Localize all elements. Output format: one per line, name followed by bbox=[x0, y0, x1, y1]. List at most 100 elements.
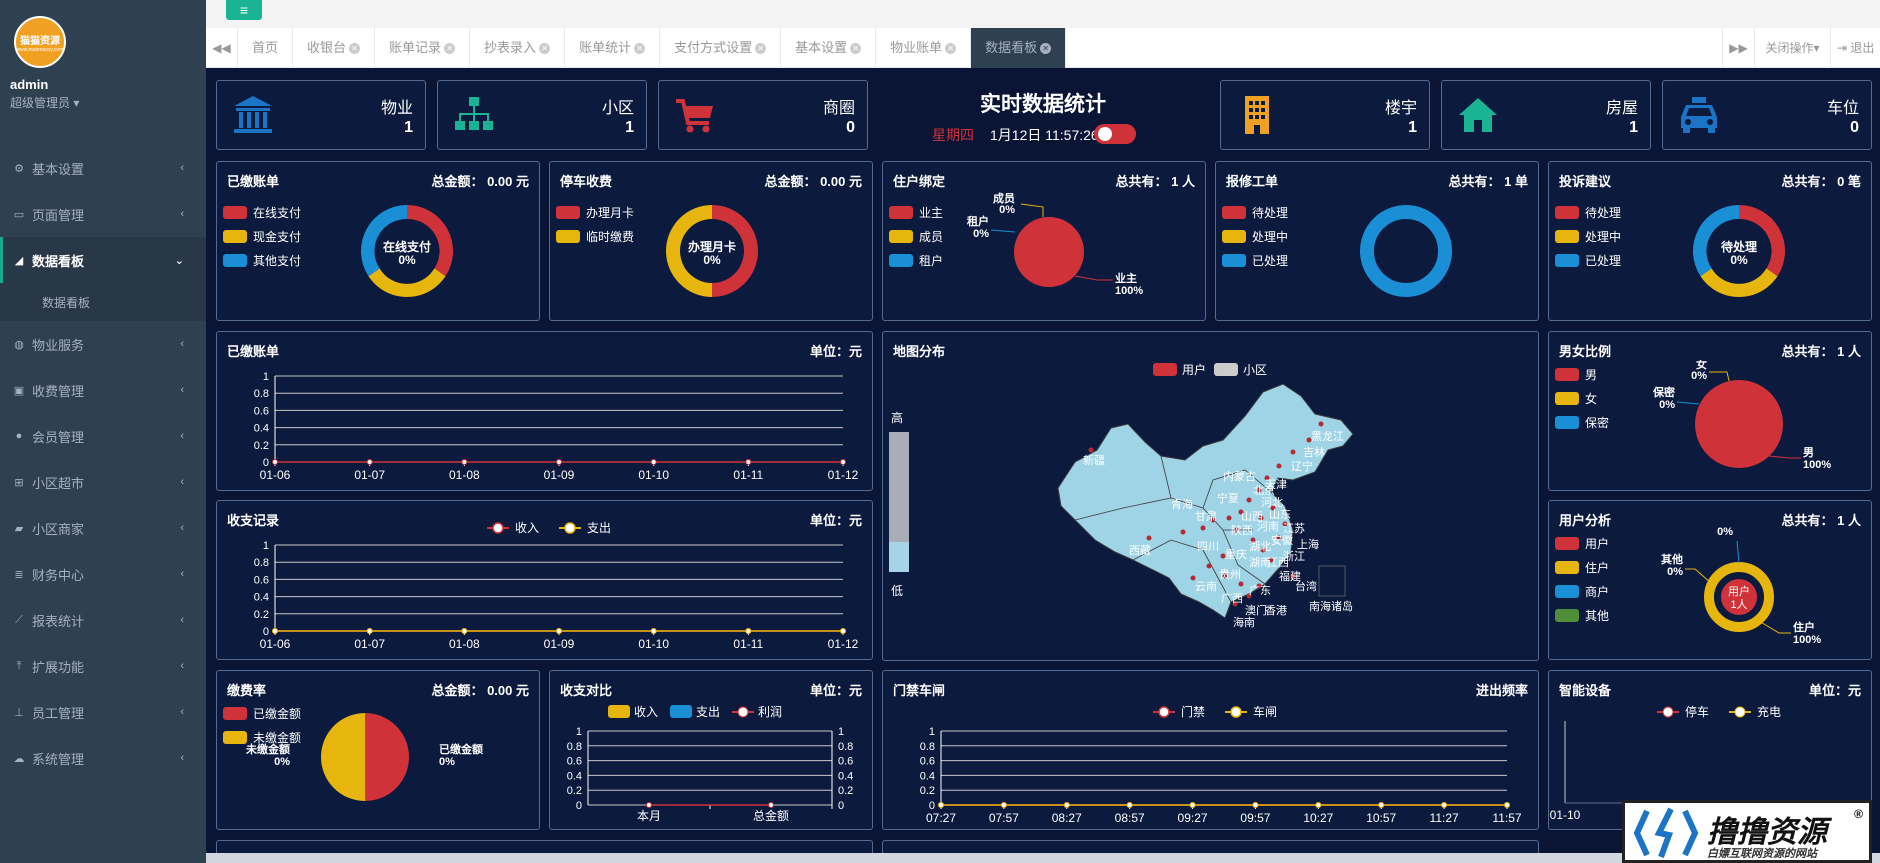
tab-cashier[interactable]: 收银台 ✕ bbox=[293, 28, 376, 68]
legend-swatch bbox=[1555, 391, 1579, 405]
tab-property-bills[interactable]: 物业账单 ✕ bbox=[876, 28, 972, 68]
legend-item[interactable]: 已处理 bbox=[1555, 248, 1621, 272]
logout-button[interactable]: ⇥ 退出 bbox=[1830, 28, 1880, 68]
legend-label: 充电 bbox=[1757, 704, 1781, 719]
card-title: 投诉建议 bbox=[1559, 174, 1612, 189]
legend-item[interactable]: 商户 bbox=[1555, 579, 1609, 603]
legend-swatch bbox=[1222, 205, 1246, 219]
close-icon[interactable]: ✕ bbox=[1040, 43, 1052, 54]
legend-item[interactable]: 用户 bbox=[1555, 531, 1609, 555]
close-operations-dropdown[interactable]: 关闭操作▾ bbox=[1754, 28, 1830, 68]
sidebar-item-reports[interactable]: ⟋ 报表统计 ‹ bbox=[0, 597, 206, 643]
legend-label: 支出 bbox=[696, 705, 720, 719]
legend-item[interactable]: 待处理 bbox=[1555, 200, 1621, 224]
tab-payment-settings[interactable]: 支付方式设置 ✕ bbox=[660, 28, 782, 68]
sidebar-item-label: 小区超市 bbox=[32, 475, 85, 491]
legend-item[interactable]: 女 bbox=[1555, 386, 1609, 410]
province-label-neimenggu: 内蒙古 bbox=[1223, 469, 1256, 483]
legend-item[interactable]: 业主 bbox=[889, 200, 943, 224]
realtime-toggle[interactable] bbox=[1094, 124, 1136, 144]
legend-item[interactable]: 现金支付 bbox=[223, 224, 301, 248]
legend-item[interactable]: 男 bbox=[1555, 362, 1609, 386]
menu-toggle-button[interactable]: ≡ bbox=[226, 0, 262, 20]
legend-item[interactable]: 已处理 bbox=[1222, 248, 1288, 272]
visualmap-range-slider[interactable] bbox=[889, 432, 909, 572]
logo[interactable]: 猫猫资源 www.maomaozy.com bbox=[14, 16, 66, 68]
close-icon[interactable]: ✕ bbox=[539, 43, 551, 54]
legend-item[interactable]: 在线支付 bbox=[223, 200, 301, 224]
legend-item[interactable]: 临时缴费 bbox=[556, 224, 634, 248]
sidebar-item-extensions[interactable]: ⤒ 扩展功能 ‹ bbox=[0, 643, 206, 689]
pie-legend: 男 女 保密 bbox=[1555, 362, 1609, 434]
close-icon[interactable]: ✕ bbox=[444, 43, 456, 54]
sidebar-item-member-manage[interactable]: ● 会员管理 ‹ bbox=[0, 413, 206, 459]
province-label-shandong: 山东 bbox=[1269, 508, 1291, 521]
user-role-dropdown[interactable]: 超级管理员 ▾ bbox=[10, 96, 80, 110]
sidebar-item-dashboard[interactable]: ◢ 数据看板 ⌄ bbox=[0, 237, 206, 283]
sidebar-item-basic-settings[interactable]: ⚙ 基本设置 ‹ bbox=[0, 145, 206, 191]
horizontal-scrollbar[interactable] bbox=[206, 853, 1880, 863]
legend-item[interactable]: 办理月卡 bbox=[556, 200, 634, 224]
tab-scroll-left-button[interactable]: ◀◀ bbox=[206, 28, 238, 68]
legend-item[interactable]: 小区 bbox=[1214, 361, 1267, 378]
x-tick-label: 01-06 bbox=[260, 637, 291, 651]
legend-swatch bbox=[608, 705, 630, 718]
sidebar-item-system[interactable]: ☁ 系统管理 ‹ bbox=[0, 735, 206, 781]
sidebar-item-supermarket[interactable]: ⊞ 小区超市 ‹ bbox=[0, 459, 206, 505]
payment-rate-pie-card: 缴费率 总金额： 0.00 元 已缴金额 未缴金额 未缴金额 0% 已缴金额 0… bbox=[216, 670, 540, 830]
donut-slice-other bbox=[360, 205, 407, 277]
legend-item[interactable]: 已缴金额 bbox=[223, 701, 301, 725]
legend-marker bbox=[1662, 706, 1674, 718]
close-icon[interactable]: ✕ bbox=[755, 43, 767, 54]
sidebar-item-finance[interactable]: ≣ 财务中心 ‹ bbox=[0, 551, 206, 597]
tab-scroll-right-button[interactable]: ▶▶ bbox=[1722, 28, 1754, 68]
close-icon[interactable]: ✕ bbox=[850, 43, 862, 54]
close-icon[interactable]: ✕ bbox=[945, 43, 957, 54]
sidebar-item-staff[interactable]: ⊥ 员工管理 ‹ bbox=[0, 689, 206, 735]
tab-bill-stats[interactable]: 账单统计 ✕ bbox=[565, 28, 661, 68]
legend-marker bbox=[1230, 706, 1242, 718]
legend-item[interactable]: 处理中 bbox=[1555, 224, 1621, 248]
sidebar-subitem-dashboard[interactable]: 数据看板 bbox=[0, 283, 206, 321]
legend-item[interactable]: 其他支付 bbox=[223, 248, 301, 272]
legend-item[interactable]: 保密 bbox=[1555, 410, 1609, 434]
sidebar-item-page-manage[interactable]: ▭ 页面管理 ‹ bbox=[0, 191, 206, 237]
user-name[interactable]: admin bbox=[10, 77, 49, 92]
sidebar-item-property-service[interactable]: ◍ 物业服务 ‹ bbox=[0, 321, 206, 367]
close-icon[interactable]: ✕ bbox=[634, 43, 646, 54]
donut-label-other-pct: 0% bbox=[1667, 566, 1683, 578]
y-tick-label: 0.4 bbox=[920, 770, 935, 782]
sidebar-item-fee-manage[interactable]: ▣ 收费管理 ‹ bbox=[0, 367, 206, 413]
legend-label: 已处理 bbox=[1585, 253, 1622, 268]
legend-item[interactable]: 用户 bbox=[1153, 361, 1206, 378]
legend-item[interactable]: 处理中 bbox=[1222, 224, 1288, 248]
tab-bill-records[interactable]: 账单记录 ✕ bbox=[375, 28, 471, 68]
repair-order-pie-card: 报修工单 总共有： 1 单 待处理 处理中 已处理 bbox=[1215, 161, 1539, 321]
legend-label: 保密 bbox=[1585, 415, 1610, 430]
map-distribution-card: 地图分布 用户 小区 高 低 新疆 西藏 青海 四川 云南 广西 bbox=[882, 331, 1539, 661]
province-label-zhejiang: 浙江 bbox=[1283, 550, 1305, 563]
tab-dashboard[interactable]: 数据看板 ✕ bbox=[971, 28, 1067, 68]
legend-item[interactable]: 住户 bbox=[1555, 555, 1609, 579]
province-label-hubei: 湖北 bbox=[1249, 540, 1271, 553]
close-icon[interactable]: ✕ bbox=[349, 43, 361, 54]
y2-tick-label: 0.4 bbox=[838, 770, 853, 782]
stat-card-parking-space: 车位 0 bbox=[1662, 80, 1872, 150]
tab-basic-settings[interactable]: 基本设置 ✕ bbox=[781, 28, 877, 68]
legend-item[interactable]: 待处理 bbox=[1222, 200, 1288, 224]
card-total: 总共有： 1 人 bbox=[1115, 174, 1195, 189]
legend-item[interactable]: 成员 bbox=[889, 224, 943, 248]
tab-home[interactable]: 首页 bbox=[238, 28, 294, 68]
legend-item[interactable]: 租户 bbox=[889, 248, 943, 272]
legend-label: 待处理 bbox=[1252, 205, 1289, 220]
card-title: 停车收费 bbox=[560, 174, 613, 189]
province-label-heilongjiang: 黑龙江 bbox=[1311, 430, 1344, 443]
legend-item[interactable]: 其他 bbox=[1555, 603, 1609, 627]
tab-label: 支付方式设置 bbox=[674, 40, 753, 55]
tab-meter-entry[interactable]: 抄表录入 ✕ bbox=[470, 28, 566, 68]
province-label-anhui: 安徽 bbox=[1271, 533, 1293, 547]
legend-label: 已缴金额 bbox=[253, 706, 302, 721]
legend-item[interactable]: 未缴金额 bbox=[223, 725, 301, 749]
sidebar-item-merchant[interactable]: ▰ 小区商家 ‹ bbox=[0, 505, 206, 551]
legend-label: 住户 bbox=[1585, 560, 1610, 575]
